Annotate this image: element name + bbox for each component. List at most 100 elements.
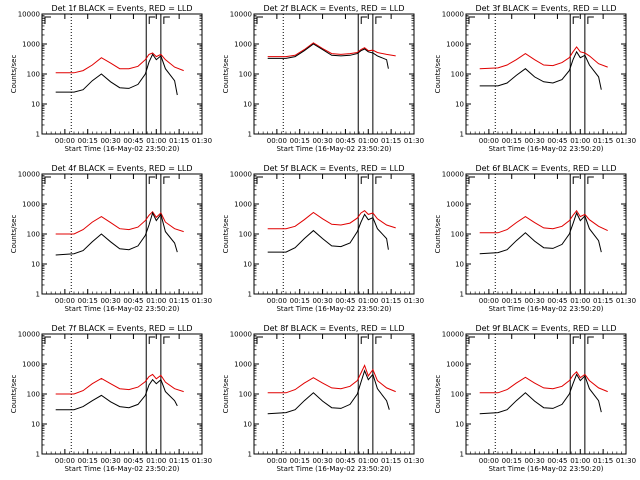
x-tick-label: 00:30 bbox=[312, 297, 332, 305]
events-series-line bbox=[55, 378, 178, 411]
x-tick-label: 01:30 bbox=[404, 297, 424, 305]
x-tick-label: 00:00 bbox=[55, 297, 75, 305]
x-tick-label: 00:45 bbox=[547, 137, 567, 145]
y-axis-label: Counts/sec bbox=[10, 55, 18, 94]
x-tick-label: 01:30 bbox=[192, 297, 212, 305]
events-series-line bbox=[267, 43, 389, 69]
x-tick-label: 01:15 bbox=[593, 297, 613, 305]
corner-glyph bbox=[256, 16, 263, 24]
x-tick-label: 00:30 bbox=[524, 137, 544, 145]
y-tick-label: 1 bbox=[248, 291, 252, 299]
y-tick-label: 10 bbox=[31, 261, 40, 269]
panel-title: Det 3f BLACK = Events, RED = LLD bbox=[475, 4, 616, 13]
corner-glyph bbox=[44, 176, 51, 184]
y-tick-label: 1000 bbox=[446, 201, 464, 209]
x-tick-label: 00:00 bbox=[267, 137, 287, 145]
corner-glyph bbox=[256, 336, 263, 344]
events-series-line bbox=[267, 213, 389, 253]
x-tick-label: 00:00 bbox=[479, 297, 499, 305]
y-tick-label: 10 bbox=[31, 421, 40, 429]
corner-glyph bbox=[572, 176, 580, 184]
x-axis-label: Start Time (16-May-02 23:50:20) bbox=[276, 145, 391, 153]
x-tick-label: 00:30 bbox=[524, 457, 544, 465]
x-tick-label: 01:30 bbox=[616, 457, 636, 465]
chart-panel-4: Det 4f BLACK = Events, RED = LLD 1 10 100 10… bbox=[10, 164, 212, 313]
chart-panel-8: Det 8f BLACK = Events, RED = LLD 1 10 100 10… bbox=[222, 324, 424, 473]
y-tick-label: 1000 bbox=[234, 41, 252, 49]
corner-glyph bbox=[148, 176, 156, 184]
x-tick-label: 01:15 bbox=[381, 457, 401, 465]
y-axis-label: Counts/sec bbox=[222, 375, 230, 414]
x-tick-label: 00:45 bbox=[123, 137, 143, 145]
y-tick-label: 1 bbox=[248, 131, 252, 139]
y-tick-label: 10 bbox=[243, 101, 252, 109]
y-axis-label: Counts/sec bbox=[434, 215, 442, 254]
chart-panel-2: Det 2f BLACK = Events, RED = LLD 1 10 100 10… bbox=[222, 4, 424, 153]
y-tick-label: 10000 bbox=[230, 11, 252, 19]
y-tick-label: 10000 bbox=[18, 171, 40, 179]
x-axis-label: Start Time (16-May-02 23:50:20) bbox=[488, 465, 603, 473]
x-tick-label: 00:45 bbox=[123, 457, 143, 465]
x-tick-label: 00:15 bbox=[78, 457, 98, 465]
x-tick-label: 00:45 bbox=[547, 297, 567, 305]
panel-title: Det 5f BLACK = Events, RED = LLD bbox=[263, 164, 404, 173]
x-axis-label: Start Time (16-May-02 23:50:20) bbox=[276, 465, 391, 473]
y-tick-label: 100 bbox=[451, 231, 464, 239]
y-tick-label: 1000 bbox=[446, 41, 464, 49]
y-tick-label: 1000 bbox=[22, 201, 40, 209]
corner-glyph bbox=[360, 336, 368, 344]
y-tick-label: 1 bbox=[36, 451, 40, 459]
y-tick-label: 100 bbox=[239, 71, 252, 79]
x-tick-label: 00:15 bbox=[502, 457, 522, 465]
corner-glyph bbox=[256, 176, 263, 184]
y-tick-label: 10000 bbox=[442, 11, 464, 19]
x-tick-label: 01:00 bbox=[570, 457, 590, 465]
y-tick-label: 100 bbox=[27, 391, 40, 399]
chart-panel-9: Det 9f BLACK = Events, RED = LLD 1 10 100 10… bbox=[434, 324, 636, 473]
panel-title: Det 1f BLACK = Events, RED = LLD bbox=[51, 4, 192, 13]
y-tick-label: 100 bbox=[451, 391, 464, 399]
x-tick-label: 01:00 bbox=[146, 297, 166, 305]
lld-series-line bbox=[479, 371, 608, 394]
y-tick-label: 10 bbox=[243, 261, 252, 269]
x-tick-label: 01:15 bbox=[381, 297, 401, 305]
x-tick-label: 00:45 bbox=[123, 297, 143, 305]
x-tick-label: 01:30 bbox=[616, 297, 636, 305]
x-tick-label: 00:30 bbox=[312, 137, 332, 145]
y-tick-label: 1000 bbox=[22, 41, 40, 49]
x-tick-label: 01:00 bbox=[358, 457, 378, 465]
x-tick-label: 00:15 bbox=[290, 457, 310, 465]
y-tick-label: 1 bbox=[460, 131, 464, 139]
y-axis-label: Counts/sec bbox=[222, 215, 230, 254]
x-tick-label: 00:30 bbox=[312, 457, 332, 465]
y-axis-label: Counts/sec bbox=[434, 55, 442, 94]
lld-series-line bbox=[55, 373, 184, 395]
x-tick-label: 01:00 bbox=[570, 297, 590, 305]
y-axis-label: Counts/sec bbox=[10, 215, 18, 254]
corner-glyph bbox=[163, 16, 170, 24]
x-tick-label: 00:15 bbox=[502, 297, 522, 305]
x-tick-label: 01:15 bbox=[381, 137, 401, 145]
corner-glyph bbox=[375, 336, 382, 344]
y-tick-label: 1 bbox=[460, 451, 464, 459]
x-tick-label: 00:30 bbox=[100, 137, 120, 145]
corner-glyph bbox=[587, 336, 594, 344]
corner-glyph bbox=[572, 336, 580, 344]
x-tick-label: 00:00 bbox=[479, 137, 499, 145]
y-tick-label: 1000 bbox=[234, 201, 252, 209]
chart-panel-5: Det 5f BLACK = Events, RED = LLD 1 10 100 10… bbox=[222, 164, 424, 313]
events-series-line bbox=[55, 211, 178, 256]
x-tick-label: 01:00 bbox=[358, 297, 378, 305]
y-axis-label: Counts/sec bbox=[222, 55, 230, 94]
x-tick-label: 00:45 bbox=[335, 457, 355, 465]
events-series-line bbox=[479, 373, 602, 415]
x-tick-label: 00:00 bbox=[479, 457, 499, 465]
x-tick-label: 01:30 bbox=[192, 137, 212, 145]
y-tick-label: 10 bbox=[455, 261, 464, 269]
x-tick-label: 01:15 bbox=[593, 457, 613, 465]
x-tick-label: 00:00 bbox=[267, 457, 287, 465]
x-tick-label: 00:15 bbox=[78, 137, 98, 145]
events-series-line bbox=[55, 53, 178, 96]
panel-title: Det 6f BLACK = Events, RED = LLD bbox=[475, 164, 616, 173]
chart-panel-6: Det 6f BLACK = Events, RED = LLD 1 10 100 10… bbox=[434, 164, 636, 313]
